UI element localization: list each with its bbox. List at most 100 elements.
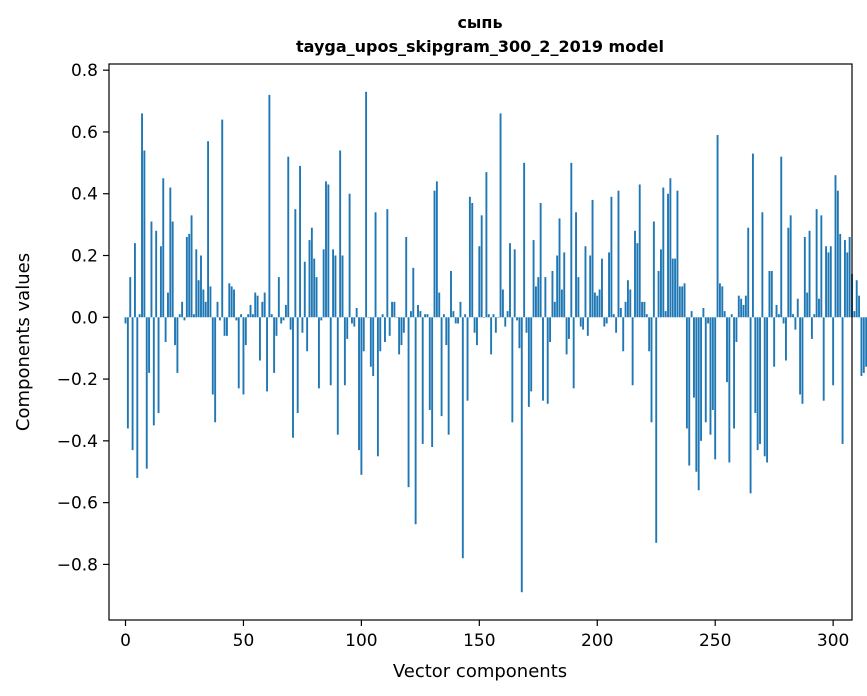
- x-tick-label: 150: [463, 631, 495, 651]
- bar: [251, 314, 254, 318]
- bar: [619, 308, 622, 318]
- bar: [657, 270, 660, 318]
- bar: [327, 184, 330, 318]
- bar: [501, 289, 504, 318]
- bar: [376, 317, 379, 457]
- bar: [499, 113, 502, 318]
- bar: [445, 317, 448, 346]
- bar: [648, 317, 651, 352]
- bar: [230, 286, 233, 318]
- bar: [615, 317, 618, 333]
- bar: [685, 317, 688, 429]
- bar: [303, 261, 306, 318]
- bar: [530, 317, 533, 392]
- bar: [209, 286, 212, 318]
- bar: [447, 317, 450, 435]
- bar: [351, 317, 353, 324]
- bar: [386, 209, 389, 318]
- bar: [553, 301, 556, 318]
- bar: [671, 258, 674, 318]
- bar: [631, 317, 634, 386]
- bar: [150, 221, 153, 318]
- bar: [596, 295, 599, 318]
- y-tick-label: 0.6: [71, 123, 98, 143]
- bar: [419, 311, 422, 318]
- bar: [695, 317, 698, 472]
- bar: [714, 317, 717, 460]
- bar: [164, 317, 167, 342]
- bar: [660, 249, 662, 318]
- bar: [780, 156, 783, 318]
- bar: [473, 317, 476, 333]
- bar: [572, 317, 575, 389]
- bar: [683, 283, 686, 318]
- bar: [506, 311, 509, 318]
- bar: [766, 317, 769, 463]
- x-tick-label: 250: [699, 631, 731, 651]
- bar: [825, 246, 827, 318]
- bar: [520, 317, 523, 593]
- bar: [693, 317, 695, 398]
- bar: [509, 243, 511, 318]
- bar: [301, 317, 304, 333]
- plot-frame: [108, 63, 853, 621]
- bar: [197, 280, 200, 318]
- bar: [558, 218, 561, 318]
- bar: [280, 317, 283, 324]
- bar: [254, 292, 257, 318]
- bar: [534, 286, 537, 318]
- bar: [294, 209, 297, 318]
- bar: [424, 314, 427, 318]
- bar: [759, 317, 761, 444]
- bar: [527, 317, 530, 407]
- bar: [263, 292, 266, 318]
- bar: [289, 317, 292, 330]
- bar: [152, 317, 155, 426]
- y-tick-label: −0.4: [57, 432, 98, 452]
- y-tick-label: 0.8: [71, 61, 98, 81]
- bar: [624, 301, 627, 318]
- bar: [141, 113, 143, 318]
- bar: [207, 141, 210, 318]
- bar: [476, 317, 478, 346]
- bar: [355, 308, 358, 318]
- bar: [846, 252, 849, 318]
- bar: [362, 317, 365, 352]
- bar: [244, 317, 247, 346]
- bar: [676, 190, 679, 318]
- bar: [709, 317, 712, 435]
- bar: [452, 311, 455, 318]
- bar: [339, 150, 342, 318]
- bar: [829, 246, 832, 318]
- bar: [563, 252, 566, 318]
- bar: [504, 317, 507, 327]
- bar: [818, 298, 820, 318]
- bar: [813, 314, 816, 318]
- bar: [334, 255, 337, 318]
- bar: [485, 172, 488, 318]
- bar: [622, 317, 625, 352]
- bar: [402, 317, 405, 333]
- bar: [704, 317, 707, 423]
- bar: [155, 230, 158, 318]
- x-tick-label: 50: [233, 631, 255, 651]
- bar: [478, 246, 481, 318]
- bar: [221, 119, 224, 318]
- bar: [836, 190, 839, 318]
- bars-group: [124, 91, 867, 593]
- bar: [589, 255, 592, 318]
- bar: [865, 317, 867, 367]
- bar: [697, 317, 700, 491]
- bar: [190, 215, 193, 318]
- bar: [707, 317, 710, 324]
- bar: [237, 317, 240, 389]
- bar: [516, 317, 519, 321]
- bar: [799, 317, 802, 395]
- bar: [678, 286, 681, 318]
- bar: [440, 317, 443, 417]
- y-tick-label: 0.0: [71, 308, 98, 328]
- bar: [176, 317, 179, 373]
- bar: [225, 317, 228, 336]
- bar: [249, 304, 252, 318]
- bar: [471, 203, 474, 318]
